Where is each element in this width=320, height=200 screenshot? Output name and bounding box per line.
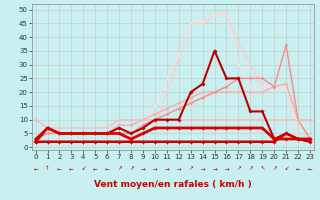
X-axis label: Vent moyen/en rafales ( km/h ): Vent moyen/en rafales ( km/h ) bbox=[94, 180, 252, 189]
